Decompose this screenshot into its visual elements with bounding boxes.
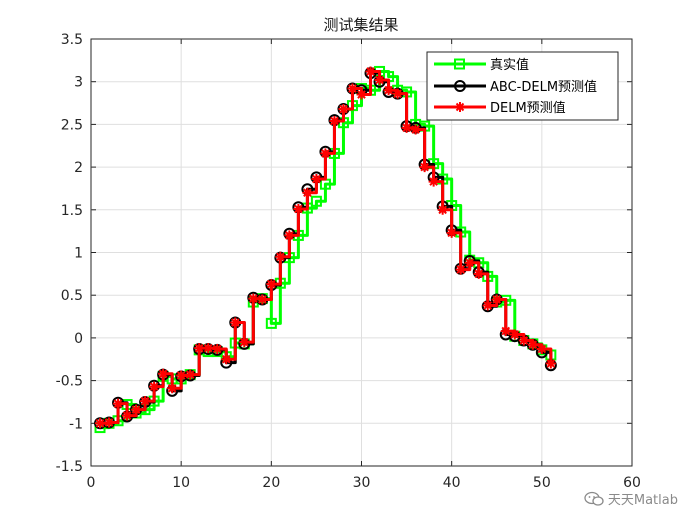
x-tick-label: 50: [533, 475, 551, 491]
series-layer: [94, 65, 557, 434]
data-point: [194, 343, 205, 354]
grid: [91, 39, 632, 466]
data-point: [104, 417, 115, 428]
data-point: [491, 294, 502, 305]
y-tick-label: 3.5: [61, 32, 83, 48]
x-tick-label: 0: [87, 475, 96, 491]
data-point: [221, 354, 232, 365]
data-point: [122, 410, 133, 421]
data-point: [545, 358, 556, 369]
data-point: [230, 317, 241, 328]
data-point: [284, 230, 295, 241]
axis-ticks: 0 10 20 30 40 50 60 -1.5 -1 -0.5 0 0.5 1 1.5 2 2.5 3 3.5: [56, 32, 641, 491]
y-tick-label: -1.5: [56, 459, 83, 475]
data-point: [212, 344, 223, 355]
data-point: [383, 85, 394, 96]
data-point: [266, 279, 277, 290]
x-tick-label: 40: [443, 475, 461, 491]
data-point: [265, 317, 277, 329]
data-point: [302, 187, 313, 198]
data-point: [329, 115, 340, 126]
legend-entry-0: 真实值: [434, 57, 529, 73]
data-point: [428, 176, 439, 187]
data-point: [176, 370, 187, 381]
watermark-text: 天天Matlab: [607, 493, 678, 508]
y-tick-label: 2.5: [61, 117, 83, 133]
legend-label-0: 真实值: [490, 57, 529, 73]
data-point: [509, 329, 520, 340]
data-point: [365, 66, 376, 77]
data-point: [131, 404, 142, 415]
chart-title: 测试集结果: [323, 16, 398, 34]
legend-label-2: DELM预测值: [490, 100, 566, 116]
data-point: [311, 174, 322, 185]
data-point: [473, 268, 484, 279]
data-point: [95, 418, 106, 429]
x-tick-label: 30: [353, 475, 371, 491]
legend: 真实值 ABC-DELM预测值 DELM预测值: [426, 51, 619, 121]
data-point: [158, 368, 169, 379]
data-point: [167, 383, 178, 394]
data-point: [356, 89, 367, 100]
legend-label-1: ABC-DELM预测值: [490, 79, 597, 95]
data-point: [257, 294, 268, 305]
data-point: [536, 344, 547, 355]
data-point: [239, 337, 250, 348]
series-2: [95, 66, 556, 429]
data-point: [401, 122, 412, 133]
data-point: [185, 369, 196, 380]
data-point: [293, 203, 304, 214]
data-point: [149, 381, 160, 392]
data-point: [203, 343, 214, 354]
data-point: [140, 396, 151, 407]
data-point: [248, 293, 259, 304]
x-tick-label: 20: [262, 475, 280, 491]
data-point: [374, 74, 385, 85]
legend-entry-1: ABC-DELM预测值: [434, 79, 597, 95]
y-tick-label: 1.5: [61, 203, 83, 219]
y-tick-label: 3: [74, 75, 83, 91]
data-point: [455, 264, 466, 275]
data-point: [310, 195, 322, 207]
legend-entry-2: DELM预测值: [434, 100, 566, 116]
data-point: [446, 227, 457, 238]
data-point: [320, 148, 331, 159]
y-tick-label: 0: [74, 331, 83, 347]
data-point: [275, 251, 286, 262]
data-point: [113, 398, 124, 409]
watermark: 天天Matlab: [584, 489, 678, 508]
data-point: [338, 104, 349, 115]
y-tick-label: 2: [74, 160, 83, 176]
x-tick-label: 10: [172, 475, 190, 491]
data-point: [500, 326, 511, 337]
data-point: [464, 257, 475, 268]
wechat-icon: [584, 491, 604, 506]
x-tick-label: 60: [623, 475, 641, 491]
data-point: [527, 339, 538, 350]
data-point: [392, 88, 403, 99]
data-point: [518, 335, 529, 346]
y-tick-label: -0.5: [56, 374, 83, 390]
y-tick-label: 1: [74, 246, 83, 262]
y-tick-label: -1: [69, 416, 83, 432]
data-point: [482, 300, 493, 311]
data-point: [419, 162, 430, 173]
data-point: [437, 204, 448, 215]
data-point: [347, 83, 358, 94]
data-point: [410, 124, 421, 135]
y-tick-label: 0.5: [61, 288, 83, 304]
